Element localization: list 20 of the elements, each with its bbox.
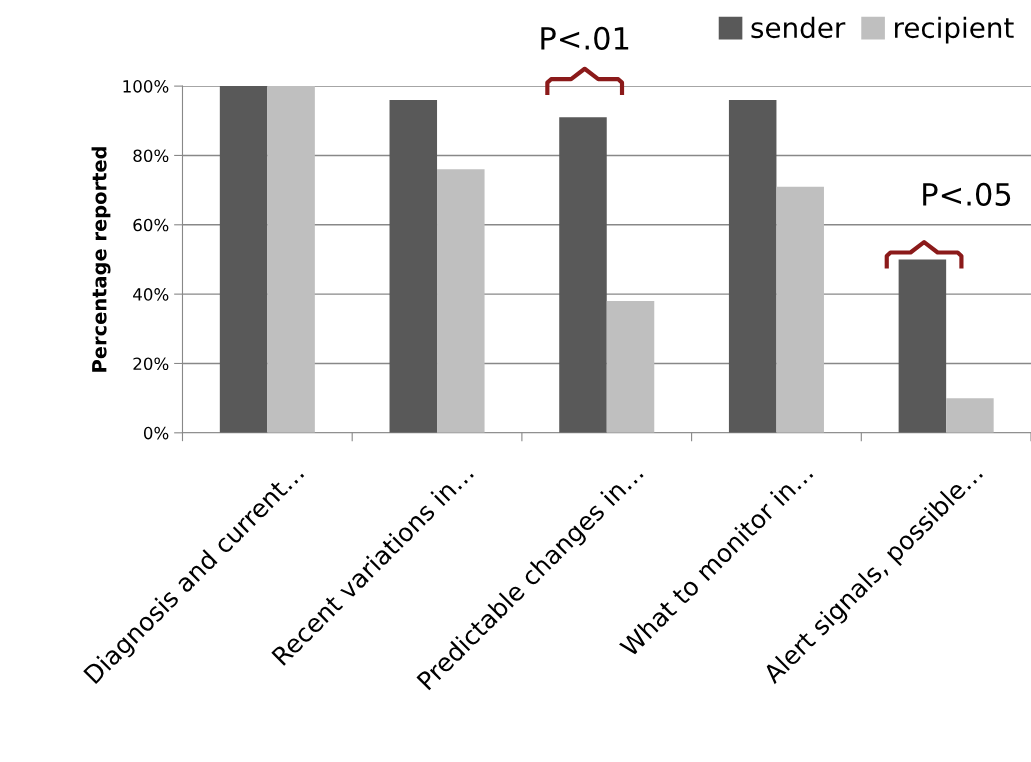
y-tick-label: 100% xyxy=(123,80,169,93)
legend-label: sender xyxy=(751,16,846,39)
bar xyxy=(776,186,824,433)
legend-label: recipient xyxy=(895,16,1014,44)
y-tick-label: 60% xyxy=(133,218,169,232)
text: P<.01 xyxy=(541,26,629,50)
bar xyxy=(559,117,607,433)
bar xyxy=(267,86,315,433)
y-tick-label: 80% xyxy=(133,149,169,163)
bar xyxy=(728,99,777,433)
y-tick-label: 40% xyxy=(133,288,169,301)
annotation: P<.05 xyxy=(923,182,1011,206)
y-tick-label: 20% xyxy=(133,357,169,371)
y-axis-title: Percentage reported xyxy=(91,147,111,372)
y-tick-label: 0% xyxy=(143,426,169,440)
bar xyxy=(606,301,655,433)
bar xyxy=(389,99,438,433)
bar xyxy=(437,169,485,433)
bar xyxy=(946,398,994,433)
bar xyxy=(219,86,268,433)
